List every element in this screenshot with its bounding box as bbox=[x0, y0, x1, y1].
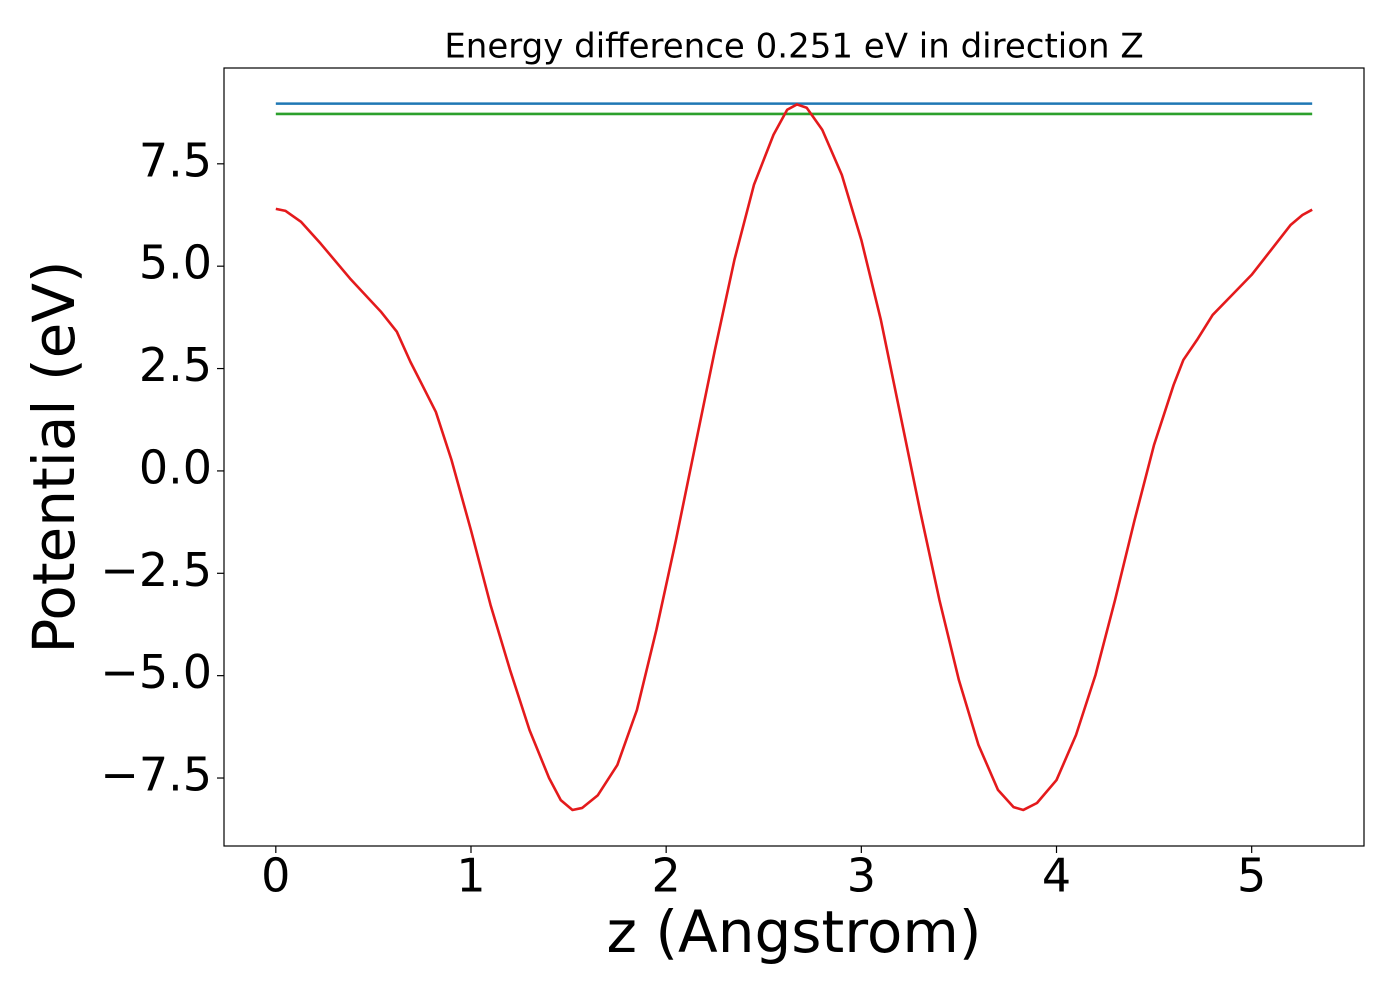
y-tick-label: 7.5 bbox=[139, 133, 212, 187]
y-tick-label: −7.5 bbox=[100, 748, 212, 802]
y-tick-label: −5.0 bbox=[100, 645, 212, 699]
chart-title: Energy difference 0.251 eV in direction … bbox=[444, 27, 1143, 67]
x-tick-label: 0 bbox=[261, 849, 290, 903]
y-tick-label: 0.0 bbox=[139, 440, 212, 494]
x-tick-label: 5 bbox=[1237, 849, 1266, 903]
y-axis-label: Potential (eV) bbox=[20, 260, 88, 653]
x-axis-label: z (Angstrom) bbox=[607, 898, 982, 966]
x-tick-label: 4 bbox=[1042, 849, 1071, 903]
y-tick-label: 2.5 bbox=[139, 338, 212, 392]
plot-frame bbox=[223, 67, 1365, 847]
y-tick-label: 5.0 bbox=[139, 236, 212, 290]
data-line bbox=[275, 103, 1313, 812]
x-tick-label: 1 bbox=[456, 849, 485, 903]
x-tick-label: 3 bbox=[847, 849, 876, 903]
x-tick-label: 2 bbox=[652, 849, 681, 903]
y-tick-label: −2.5 bbox=[100, 543, 212, 597]
